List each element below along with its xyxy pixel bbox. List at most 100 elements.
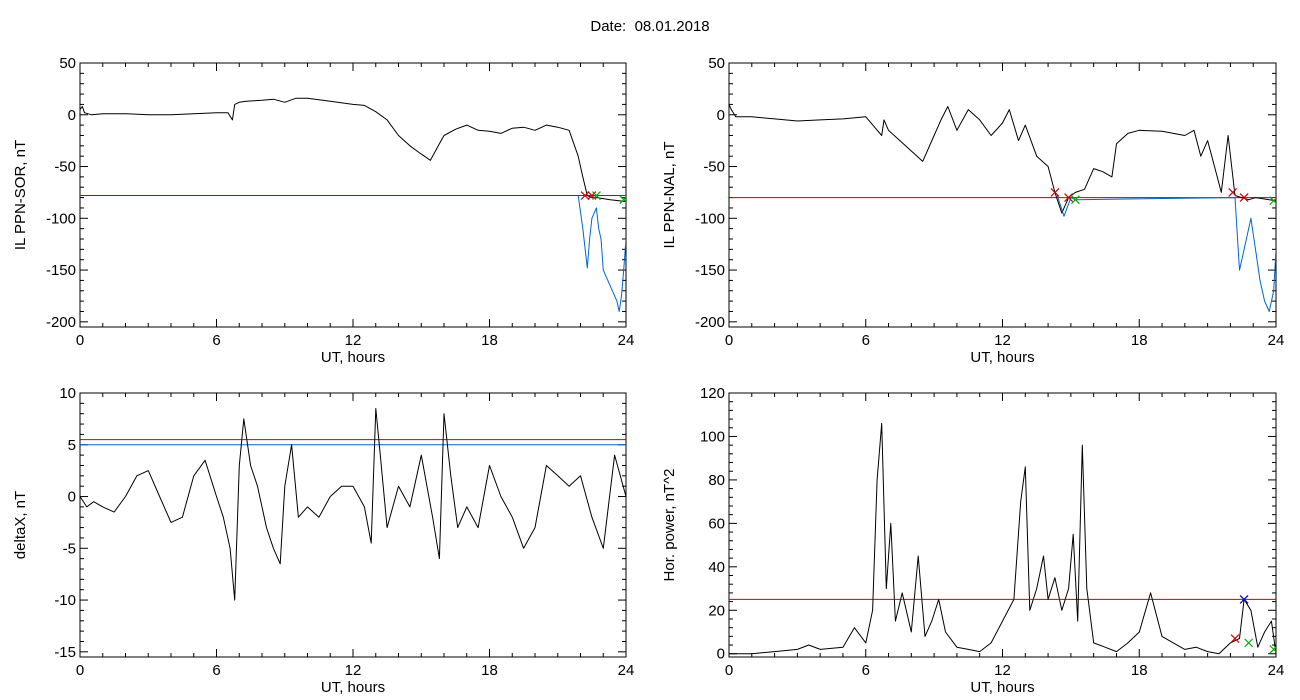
event-marker — [592, 191, 601, 200]
event-marker — [1071, 195, 1080, 205]
plot-frame — [79, 62, 627, 328]
y-tick-label: -200 — [46, 314, 76, 331]
y-tick-label: 80 — [708, 472, 725, 489]
x-tick-label: 6 — [212, 332, 220, 349]
x-axis-label: UT, hours — [970, 349, 1034, 366]
y-tick-label: 120 — [700, 385, 725, 402]
data-layer — [729, 422, 1276, 655]
marker-stroke — [1269, 646, 1276, 654]
x-axis-label: UT, hours — [321, 679, 385, 696]
y-tick-label: -100 — [695, 210, 725, 227]
marker-stroke — [592, 191, 601, 200]
data-layer — [80, 408, 626, 601]
y-tick-label: -150 — [46, 262, 76, 279]
x-tick-label: 18 — [481, 332, 498, 349]
marker-stroke — [1230, 634, 1240, 643]
marker-stroke — [1064, 193, 1074, 203]
x-tick-label: 24 — [618, 332, 635, 349]
series-line-1 — [80, 408, 626, 601]
series-line-1 — [729, 104, 1276, 214]
x-tick-label: 6 — [212, 662, 220, 679]
marker-stroke — [1269, 197, 1276, 206]
x-tick-label: 24 — [1268, 662, 1285, 679]
y-axis-label: Hor. power, nT^2 — [661, 469, 678, 582]
y-tick-label: 60 — [708, 515, 725, 532]
x-tick-label: 12 — [994, 662, 1011, 679]
event-marker — [1050, 187, 1060, 197]
series-line-2 — [1056, 195, 1276, 312]
event-marker — [1244, 638, 1254, 648]
date-label: Date: — [590, 18, 627, 35]
y-tick-label: 20 — [708, 602, 725, 619]
chart-panel-2: 0 6 12 18 24 50 0 -50 -100 -150 -200 UT, hours IL PP… — [661, 55, 1284, 366]
y-tick-label: 0 — [717, 107, 725, 124]
event-marker — [1228, 187, 1238, 197]
marker-stroke — [1239, 594, 1249, 604]
y-tick-label: 0 — [717, 646, 725, 663]
chart-panel-1: 0 6 12 18 24 50 0 -50 -100 -150 -200 UT, hours IL PP… — [12, 55, 634, 366]
plot-frame — [728, 392, 1277, 658]
x-tick-label: 12 — [345, 662, 362, 679]
plot-frame — [79, 392, 627, 658]
marker-stroke — [1239, 193, 1249, 203]
x-tick-label: 0 — [725, 332, 733, 349]
chart-panel-3: 0 6 12 18 24 10 5 0 -5 -10 -15 UT, hours deltaX, nT — [12, 385, 634, 696]
y-tick-label: -10 — [54, 592, 76, 609]
marker-stroke — [580, 191, 590, 200]
x-tick-label: 12 — [345, 332, 362, 349]
x-tick-label: 18 — [1131, 662, 1148, 679]
event-marker — [1230, 634, 1240, 643]
y-axis-label: IL PPN-SOR, nT — [12, 140, 29, 250]
event-marker — [1269, 644, 1276, 654]
x-tick-label: 18 — [481, 662, 498, 679]
y-tick-label: -50 — [54, 159, 76, 176]
plot-frame — [728, 62, 1277, 328]
y-tick-label: 50 — [708, 55, 725, 72]
y-tick-label: 40 — [708, 559, 725, 576]
series-line-1 — [729, 422, 1276, 655]
marker-stroke — [1050, 187, 1060, 197]
x-tick-label: 0 — [76, 662, 84, 679]
y-tick-label: -150 — [695, 262, 725, 279]
y-axis-label: IL PPN-NAL, nT — [661, 142, 678, 249]
event-marker — [580, 191, 590, 200]
y-tick-label: 50 — [59, 55, 76, 72]
marker-stroke — [1071, 195, 1080, 205]
y-tick-label: 10 — [59, 385, 76, 402]
x-tick-label: 12 — [994, 332, 1011, 349]
x-axis-label: UT, hours — [321, 349, 385, 366]
event-marker — [1269, 196, 1276, 206]
x-tick-label: 24 — [618, 662, 635, 679]
y-tick-label: 0 — [68, 107, 76, 124]
marker-stroke — [619, 196, 626, 205]
marker-stroke — [1228, 187, 1238, 197]
y-tick-label: -15 — [54, 644, 76, 661]
x-tick-label: 18 — [1131, 332, 1148, 349]
y-tick-label: -5 — [63, 540, 76, 557]
date-value: 08.01.2018 — [634, 18, 710, 35]
y-tick-label: 0 — [68, 489, 76, 506]
x-tick-label: 6 — [862, 662, 870, 679]
marker-stroke — [1244, 638, 1254, 648]
y-tick-label: -50 — [703, 159, 725, 176]
event-marker — [1064, 193, 1074, 203]
data-layer — [729, 104, 1276, 312]
y-tick-label: -200 — [695, 314, 725, 331]
x-tick-label: 24 — [1268, 332, 1285, 349]
y-axis-label: deltaX, nT — [12, 491, 29, 559]
chart-panel-4: 0 6 12 18 24 120 100 80 60 40 20 0 UT, hours Hor. pow… — [661, 385, 1284, 696]
series-line-1 — [80, 97, 626, 203]
y-tick-label: 100 — [700, 428, 725, 445]
x-tick-label: 6 — [862, 332, 870, 349]
x-axis-label: UT, hours — [970, 679, 1034, 696]
series-line-2 — [577, 195, 626, 312]
x-tick-label: 0 — [725, 662, 733, 679]
event-marker — [619, 195, 626, 205]
y-tick-label: -100 — [46, 210, 76, 227]
data-layer — [80, 97, 626, 312]
page-title: Date: 08.01.2018 — [0, 18, 1300, 35]
x-tick-label: 0 — [76, 332, 84, 349]
y-tick-label: 5 — [68, 437, 76, 454]
event-marker — [1239, 193, 1249, 203]
